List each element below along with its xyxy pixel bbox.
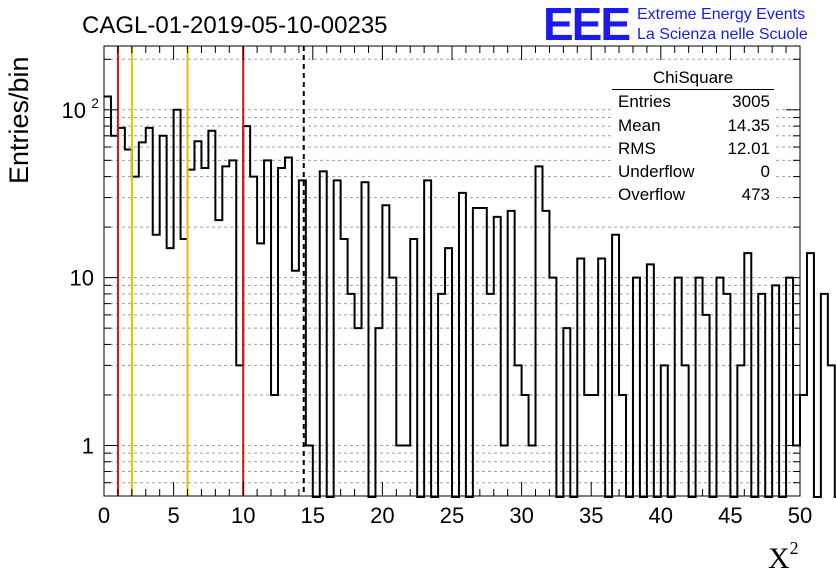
x-tick-label: 0 <box>98 503 110 528</box>
x-tick-label: 20 <box>370 503 394 528</box>
stats-label: Entries <box>618 92 671 111</box>
x-tick-label: 35 <box>579 503 603 528</box>
y-axis-label: Entries/bin <box>4 56 34 184</box>
stats-label: Mean <box>618 116 661 135</box>
y-tick-label: 10 <box>62 98 86 123</box>
x-tick-label: 25 <box>440 503 464 528</box>
y-tick-label: 1 <box>82 433 94 458</box>
stats-label: Underflow <box>618 162 695 181</box>
stats-box: ChiSquare Entries 3005 Mean 14.35 RMS 12… <box>612 66 774 206</box>
y-tick-label-sup: 2 <box>91 95 99 111</box>
y-tick-label: 10 <box>70 266 94 291</box>
stats-value: 14.35 <box>727 116 770 135</box>
eee-logo: EEE Extreme Energy Events La Scienza nel… <box>543 0 833 50</box>
logo-mark: EEE <box>543 0 631 50</box>
logo-line-2: La Scienza nelle Scuole <box>637 26 808 43</box>
x-tick-label: 15 <box>301 503 325 528</box>
x-tick-label: 10 <box>231 503 255 528</box>
stats-divider <box>612 89 774 90</box>
stats-value: 3005 <box>732 92 770 111</box>
stats-label: Overflow <box>618 185 686 204</box>
stats-value: 12.01 <box>727 139 770 158</box>
x-tick-label: 45 <box>718 503 742 528</box>
stats-value: 0 <box>760 162 770 181</box>
x-tick-label: 50 <box>788 503 812 528</box>
stats-title: ChiSquare <box>652 68 734 87</box>
x-tick-label: 5 <box>167 503 179 528</box>
stats-label: RMS <box>618 139 656 158</box>
stats-value: 473 <box>741 185 770 204</box>
logo-line-1: Extreme Energy Events <box>637 6 806 23</box>
chart-title: CAGL-01-2019-05-10-00235 <box>82 12 388 39</box>
x-axis-label-sup: 2 <box>789 538 799 558</box>
x-axis-label-base: X <box>768 542 790 575</box>
histogram-series <box>104 95 836 498</box>
x-tick-label: 40 <box>649 503 673 528</box>
x-tick-label: 30 <box>509 503 533 528</box>
x-axis-label: X2 <box>768 538 799 576</box>
